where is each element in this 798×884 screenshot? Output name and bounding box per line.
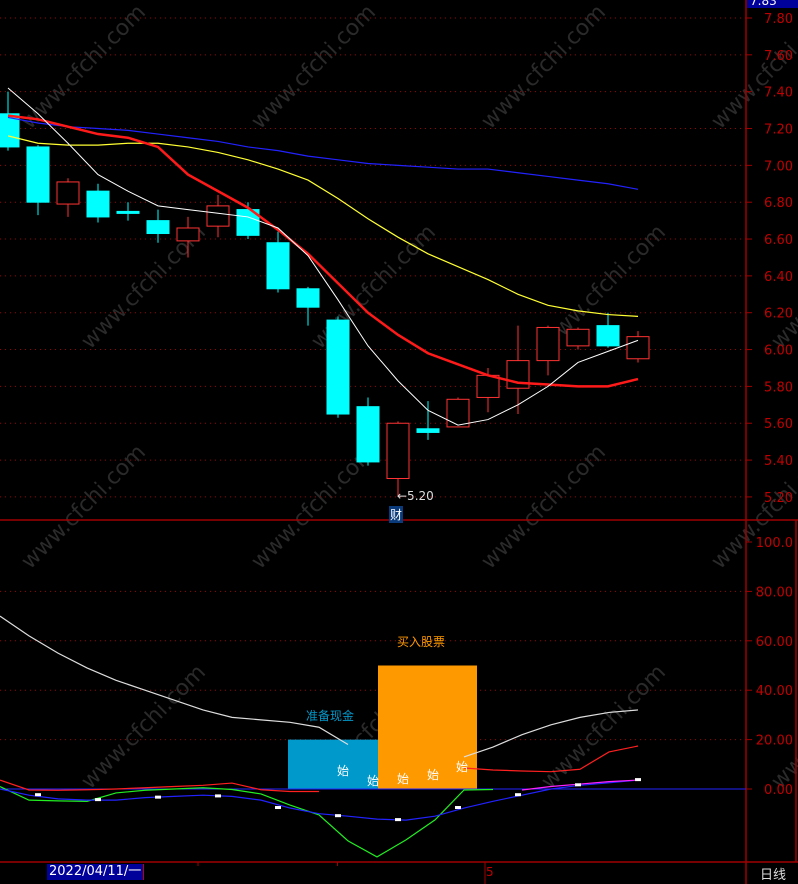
indicator-bars [0,665,746,790]
indicator-tick-label: 60.00 [756,635,793,650]
candle-down [356,406,380,463]
price-tick-label: 6.80 [764,196,793,211]
price-tick-label: 6.40 [764,270,793,285]
candle-up [446,398,470,428]
candle-down [296,288,320,308]
watermark-text: www.cfchi.com [537,660,671,794]
start-mark: 始 [397,772,410,786]
signal-marker [155,795,161,799]
candle-down [416,428,440,433]
price-tick-label: 7.40 [764,86,793,101]
candle-down [146,220,170,235]
ma-red-line [7,114,639,388]
candle-down [266,242,290,290]
x-axis-month-tick: 5 [486,865,494,879]
indicator-white-line [0,615,639,758]
candle-down [326,319,350,415]
signal-marker [515,793,521,797]
indicator-blue-line [0,779,639,821]
prepare-cash-label: 准备现金 [306,709,355,723]
crosshair-date-label: 2022/04/11/一 [47,864,145,880]
indicator-tick-label: 100.0 [756,536,793,551]
price-tick-label: 7.00 [764,159,793,174]
financial-event-marker[interactable]: 财 [389,506,404,523]
candle-up [476,374,500,398]
start-mark: 始 [427,768,440,782]
indicator-tick-label: 80.00 [756,585,793,600]
candle-up [56,181,80,205]
price-tick-label: 5.80 [764,380,793,395]
start-mark: 始 [456,760,469,774]
price-tick-label: 7.80 [764,12,793,27]
ma-white-line [7,87,639,426]
price-tick-label: 7.20 [764,123,793,138]
signal-marker [275,806,281,810]
indicator-lines [0,615,641,858]
price-tick-label: 5.40 [764,454,793,469]
watermark-text: www.cfchi.com [767,660,798,794]
signal-marker [35,793,41,797]
signal-marker [335,814,341,818]
buy-stock-label: 买入股票 [397,635,446,649]
candle-down [0,113,20,148]
candle-down [116,210,140,214]
indicator-red-line [0,745,639,793]
signal-marker [455,806,461,810]
watermark-text: www.cfchi.com [477,0,611,134]
start-mark: 始 [367,774,380,788]
signal-marker [575,783,581,787]
candle-up [386,422,410,479]
price-tick-label: 6.20 [764,307,793,322]
start-mark: 始 [337,764,350,778]
indicator-green-line [0,785,494,858]
candle-down [596,325,620,347]
indicator-tick-label: 40.00 [756,684,793,699]
signal-marker [635,778,641,782]
price-tick-label: 7.60 [764,49,793,64]
current-price-badge: 7.83 [747,0,798,8]
candlestick-series [0,91,650,497]
y-axis: 7.80 7.60 7.40 7.20 7.00 6.80 6.60 6.40 6.20 6.00… [197,12,793,884]
price-tick-label: 6.60 [764,233,793,248]
price-tick-label: 6.00 [764,344,793,359]
candle-up [566,328,590,347]
signal-marker [395,818,401,822]
low-price-marker: ←5.20 [397,489,434,503]
candle-down [86,190,110,218]
buy-stock-bar [378,665,477,789]
watermark-text: www.cfchi.com [247,0,381,134]
price-tick-label: 5.20 [764,491,793,506]
signal-marker [95,798,101,802]
candle-down [26,146,50,203]
candle-up [626,336,650,360]
ma-blue-line [7,116,639,190]
price-tick-label: 5.60 [764,417,793,432]
watermark-text: www.cfchi.com [77,660,211,794]
candle-up [536,326,560,362]
indicator-tick-label: 20.00 [756,734,793,749]
indicator-tick-label: 0.00 [764,783,793,798]
candle-up [206,205,230,227]
candle-up [176,227,200,242]
moving-averages [7,87,639,426]
prepare-cash-bar [288,739,378,789]
watermark-text: www.cfchi.com [17,0,151,134]
signal-marker [215,794,221,798]
ma-yellow-line [7,135,639,318]
period-selector[interactable]: 日线 [760,868,787,883]
